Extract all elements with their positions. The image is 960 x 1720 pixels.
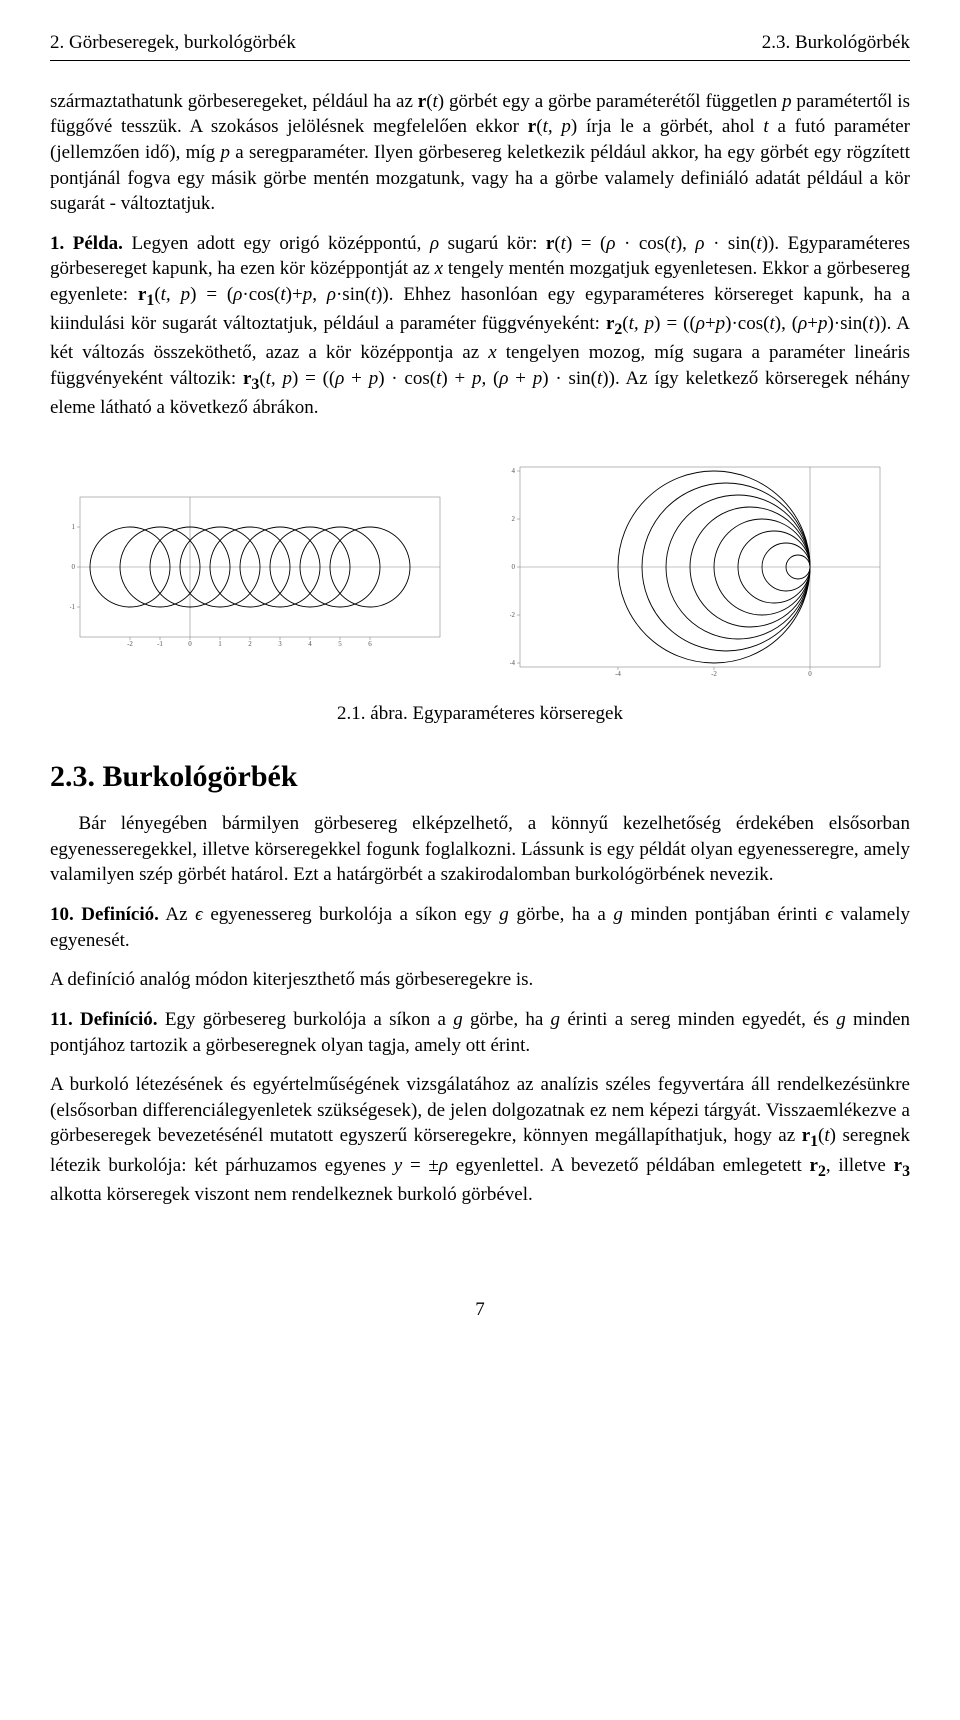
svg-text:1: 1: [72, 523, 76, 531]
text: érinti a sereg minden egyedét, és: [560, 1009, 836, 1030]
text: , illetve: [826, 1155, 894, 1176]
header-right: 2.3. Burkológörbék: [762, 30, 910, 56]
section-heading: 2.3. Burkológörbék: [50, 757, 910, 798]
text: görbe, ha: [463, 1009, 551, 1030]
definition-10: 10. Definíció. Az ϵ egyenessereg burkoló…: [50, 902, 910, 953]
svg-text:0: 0: [72, 563, 76, 571]
paragraph-analogy: A definíció analóg módon kiterjeszthető …: [50, 967, 910, 993]
text: minden pontjában érinti: [623, 904, 825, 925]
paragraph-existence: A burkoló létezésének és egyértelműségén…: [50, 1072, 910, 1207]
svg-text:1: 1: [218, 640, 222, 647]
svg-text:-1: -1: [70, 603, 75, 611]
svg-text:-4: -4: [615, 670, 621, 677]
svg-text:-2: -2: [127, 640, 133, 647]
text: Egy görbesereg burkolója a síkon a: [158, 1009, 454, 1030]
svg-text:2: 2: [512, 515, 516, 523]
svg-text:4: 4: [308, 640, 312, 647]
svg-text:-1: -1: [157, 640, 163, 647]
text: egyenlettel. A bevezető példában emleget…: [448, 1155, 810, 1176]
text: írja le a görbét, ahol: [577, 116, 763, 137]
example-label: 1. Példa.: [50, 233, 123, 254]
svg-text:0: 0: [808, 670, 812, 677]
text: sugarú kör:: [439, 233, 546, 254]
svg-text:-2: -2: [510, 611, 515, 619]
svg-text:0: 0: [188, 640, 192, 647]
svg-text:3: 3: [278, 640, 282, 647]
page-number: 7: [50, 1297, 910, 1323]
text: Legyen adott egy origó középpontú,: [123, 233, 430, 254]
svg-text:4: 4: [512, 467, 516, 475]
figure-row: -2 -1 0 1 2 3 4 5 6 1 0 -1 -4 -2 0 4 2 0 -2 -4: [50, 457, 910, 677]
header-left: 2. Görbeseregek, burkológörbék: [50, 30, 296, 56]
svg-text:2: 2: [248, 640, 252, 647]
text: alkotta körseregek viszont nem rendelkez…: [50, 1184, 533, 1205]
svg-text:5: 5: [338, 640, 342, 647]
text: származtathatunk görbeseregeket, például…: [50, 91, 418, 112]
header-rule: [50, 60, 910, 61]
text: görbét egy a görbe paraméterétől függetl…: [444, 91, 782, 112]
text: A burkoló létezésének és egyértelműségén…: [50, 1074, 910, 1146]
definition-label: 10. Definíció.: [50, 904, 159, 925]
text: Az: [159, 904, 195, 925]
text: görbe, ha a: [509, 904, 614, 925]
svg-text:-2: -2: [711, 670, 717, 677]
paragraph-section-intro: Bár lényegében bármilyen görbesereg elké…: [50, 811, 910, 888]
page-header: 2. Görbeseregek, burkológörbék 2.3. Burk…: [50, 30, 910, 56]
text: egyenessereg burkolója a síkon egy: [203, 904, 500, 925]
definition-label: 11. Definíció.: [50, 1009, 158, 1030]
figure-caption: 2.1. ábra. Egyparaméteres körseregek: [50, 701, 910, 727]
svg-text:0: 0: [512, 563, 516, 571]
svg-text:-4: -4: [510, 659, 515, 667]
definition-11: 11. Definíció. Egy görbesereg burkolója …: [50, 1007, 910, 1058]
text: Bár lényegében bármilyen görbesereg elké…: [50, 813, 910, 885]
svg-text:6: 6: [368, 640, 372, 647]
paragraph-example: 1. Példa. Legyen adott egy origó középpo…: [50, 231, 910, 421]
paragraph-intro: származtathatunk görbeseregeket, például…: [50, 89, 910, 217]
figure-right-scaled-circles: -4 -2 0 4 2 0 -2 -4: [510, 457, 890, 677]
figure-left-translated-circles: -2 -1 0 1 2 3 4 5 6 1 0 -1: [70, 487, 450, 647]
